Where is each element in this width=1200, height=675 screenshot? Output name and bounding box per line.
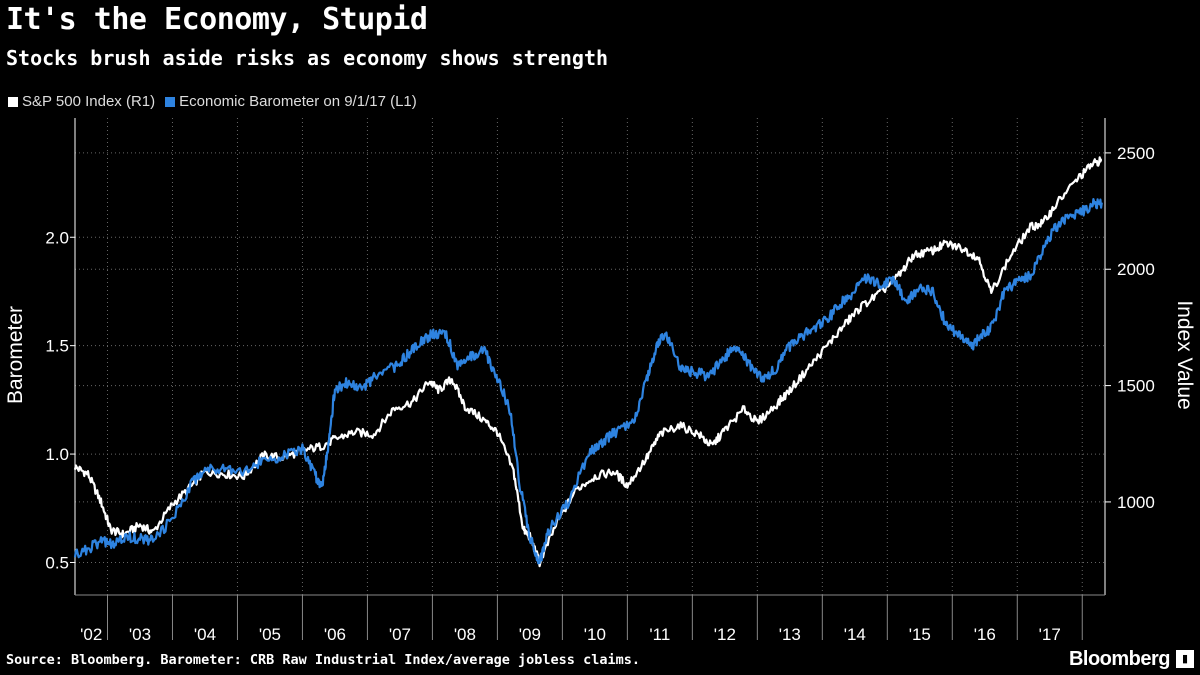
chart-subtitle: Stocks brush aside risks as economy show… — [6, 46, 609, 70]
x-tick-label: '02 — [80, 625, 102, 644]
legend-swatch-barometer — [165, 96, 176, 107]
source-note: Source: Bloomberg. Barometer: CRB Raw In… — [6, 652, 640, 668]
axes: 0.5 1.0 1.5 2.0 1000 1500 2000 2500 '02 '03 '04 '05… — [45, 118, 1155, 644]
right-axis-title: Index Value — [1173, 300, 1196, 409]
x-tick-label: '04 — [194, 625, 216, 644]
x-tick-label: '15 — [909, 625, 931, 644]
legend: S&P 500 Index (R1) Economic Barometer on… — [8, 93, 427, 110]
x-tick-label: '09 — [519, 625, 541, 644]
x-tick-label: '12 — [714, 625, 736, 644]
x-tick-label: '05 — [259, 625, 281, 644]
left-tick-label: 2.0 — [45, 228, 69, 247]
x-tick-label: '03 — [129, 625, 151, 644]
x-tick-label: '10 — [584, 625, 606, 644]
right-tick-label: 2000 — [1117, 260, 1155, 279]
right-tick-label: 2500 — [1117, 144, 1155, 163]
x-tick-label: '08 — [454, 625, 476, 644]
left-tick-label: 1.0 — [45, 445, 69, 464]
legend-item-barometer: Economic Barometer on 9/1/17 (L1) — [165, 93, 417, 110]
right-tick-label: 1000 — [1117, 493, 1155, 512]
x-tick-label: '13 — [779, 625, 801, 644]
left-tick-label: 1.5 — [45, 337, 69, 356]
x-tick-label: '14 — [844, 625, 866, 644]
left-axis-title: Barometer — [4, 306, 27, 404]
x-tick-label: '16 — [974, 625, 996, 644]
x-tick-label: '17 — [1039, 625, 1061, 644]
grid — [75, 118, 1105, 595]
left-tick-label: 0.5 — [45, 553, 69, 572]
bloomberg-mark-icon: ▮ — [1176, 650, 1194, 668]
series-group — [73, 156, 1103, 568]
legend-item-sp500: S&P 500 Index (R1) — [8, 93, 155, 110]
x-tick-label: '07 — [389, 625, 411, 644]
bloomberg-logo: Bloomberg — [1068, 648, 1171, 670]
x-tick-label: '11 — [649, 625, 670, 644]
legend-label-barometer: Economic Barometer on 9/1/17 (L1) — [179, 93, 417, 110]
right-tick-label: 1500 — [1117, 377, 1155, 396]
legend-swatch-sp500 — [8, 96, 18, 107]
series-line-sp500 — [73, 156, 1103, 568]
x-tick-label: '06 — [324, 625, 346, 644]
legend-label-sp500: S&P 500 Index (R1) — [22, 93, 156, 110]
series-line-barometer — [73, 198, 1103, 565]
chart-title: It's the Economy, Stupid — [6, 2, 428, 37]
